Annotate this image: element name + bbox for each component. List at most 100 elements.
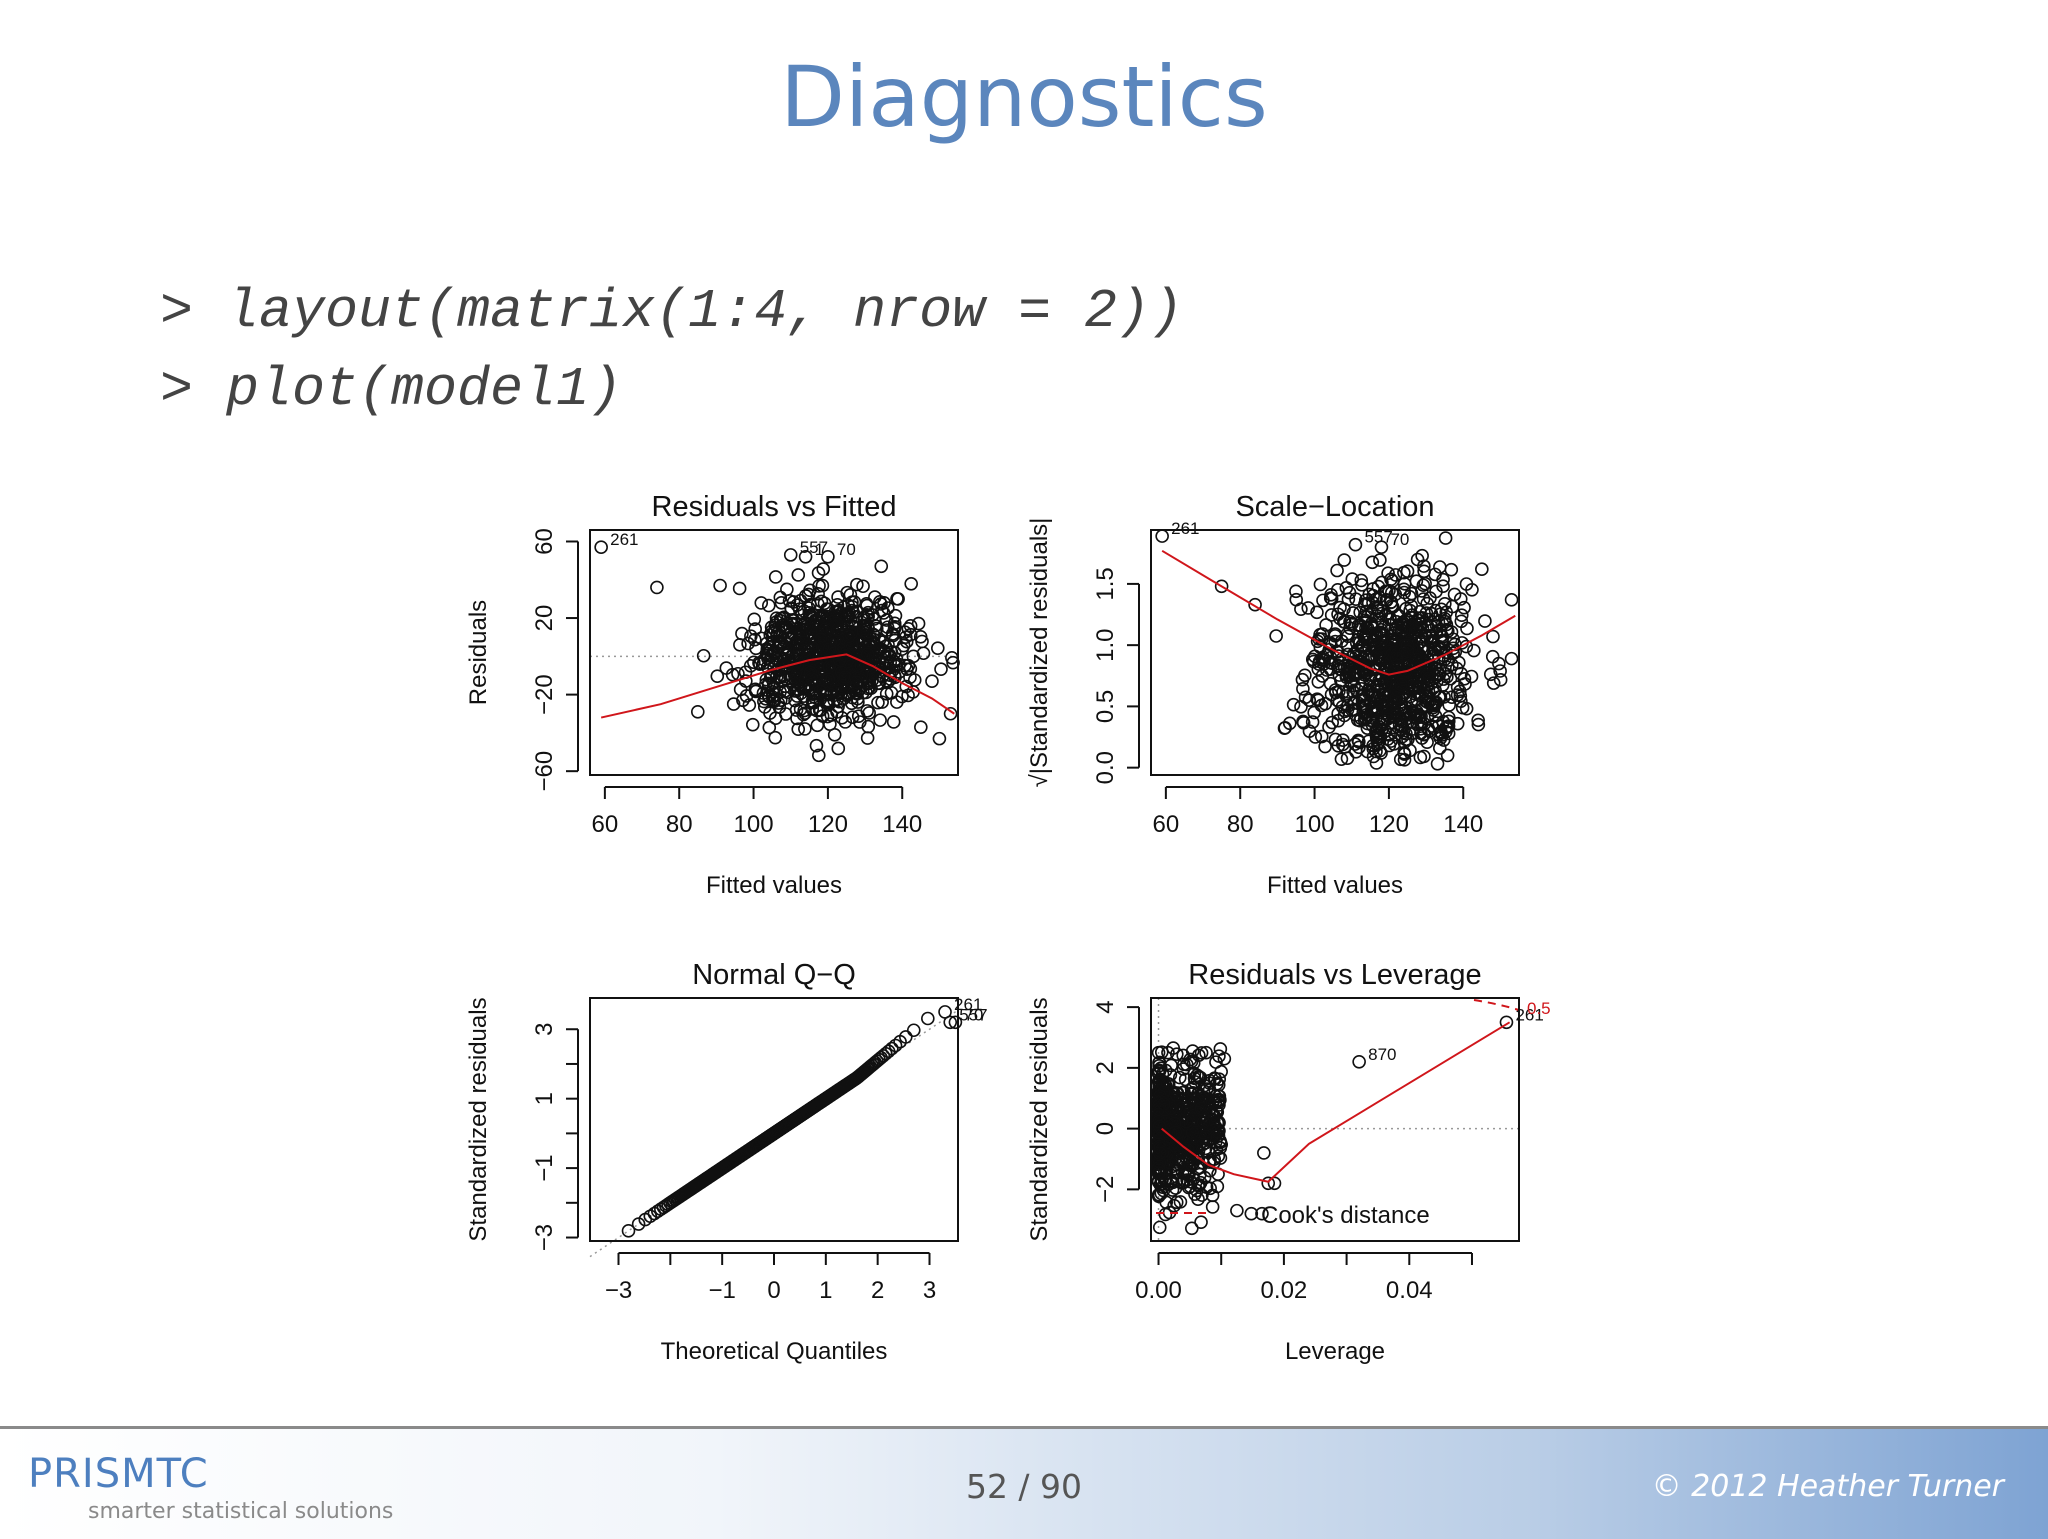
data-point xyxy=(1450,688,1465,702)
data-point xyxy=(862,680,877,695)
data-point xyxy=(798,549,813,564)
data-point xyxy=(1395,729,1410,744)
data-point xyxy=(861,681,875,696)
data-point xyxy=(1205,1200,1220,1214)
data-point xyxy=(1378,662,1392,676)
data-point xyxy=(1269,629,1283,643)
x-tick-label: 140 xyxy=(882,811,922,838)
y-tick-label: −1 xyxy=(531,1154,558,1181)
data-point xyxy=(1374,540,1389,554)
data-point xyxy=(873,713,887,727)
data-point xyxy=(1504,651,1519,666)
data-point xyxy=(1402,706,1416,721)
x-tick-label: 100 xyxy=(734,811,774,838)
data-point xyxy=(816,562,831,576)
page-number: 52 / 90 xyxy=(965,1467,1083,1506)
data-point xyxy=(1499,1015,1514,1030)
data-point xyxy=(1380,712,1395,727)
x-tick-label: 100 xyxy=(1295,811,1335,838)
data-point xyxy=(741,636,755,651)
y-tick-label: 1 xyxy=(531,1092,558,1105)
data-point xyxy=(713,578,727,593)
x-axis-label: Fitted values xyxy=(1267,872,1403,899)
point-label: 557 xyxy=(959,1005,987,1024)
data-point xyxy=(1202,1083,1217,1097)
smoother-line xyxy=(1161,1021,1511,1183)
data-point xyxy=(766,626,781,640)
data-point xyxy=(1387,709,1402,724)
data-point xyxy=(1315,669,1330,683)
data-point xyxy=(832,659,847,674)
data-point xyxy=(1248,597,1262,612)
data-point xyxy=(1345,572,1360,586)
data-point xyxy=(1330,563,1344,578)
data-point xyxy=(768,570,783,584)
slide-title: Diagnostics xyxy=(780,48,1268,146)
y-tick-label: −3 xyxy=(531,1224,558,1251)
cooks-distance-label: Cook's distance xyxy=(1261,1202,1430,1229)
x-tick-label: 120 xyxy=(808,811,848,838)
data-point xyxy=(850,577,864,592)
data-point xyxy=(1430,756,1445,771)
data-point xyxy=(903,661,918,676)
data-point xyxy=(921,1011,935,1026)
data-point xyxy=(1403,743,1417,758)
data-point xyxy=(862,706,876,720)
data-point xyxy=(845,634,860,648)
data-point xyxy=(1420,668,1434,683)
data-point xyxy=(1382,583,1396,598)
data-point xyxy=(1344,650,1359,665)
data-point xyxy=(1426,698,1441,713)
data-point xyxy=(948,1015,963,1030)
data-point xyxy=(1191,1093,1206,1108)
plot-frame xyxy=(589,529,959,776)
data-point xyxy=(1181,1143,1195,1157)
point-label: 870 xyxy=(1368,1045,1396,1064)
data-point xyxy=(780,582,794,597)
data-point xyxy=(1363,679,1377,693)
code-line: > plot(model1) xyxy=(160,358,623,421)
data-point xyxy=(1185,1221,1199,1236)
cooks-level-label: 0.5 xyxy=(1527,999,1551,1018)
data-point xyxy=(762,720,777,735)
data-point xyxy=(860,704,874,718)
data-point xyxy=(783,548,798,562)
data-point xyxy=(821,672,836,686)
data-point xyxy=(769,687,784,702)
data-point xyxy=(801,587,816,602)
y-tick-label: 1.5 xyxy=(1092,567,1119,600)
data-point xyxy=(1369,705,1384,719)
y-tick-label: 1.0 xyxy=(1092,628,1119,661)
data-point xyxy=(1195,1188,1209,1202)
data-point xyxy=(875,655,890,669)
data-point xyxy=(932,731,947,746)
data-point xyxy=(1195,1155,1210,1170)
point-label: 261 xyxy=(610,530,638,549)
y-tick-label: −2 xyxy=(1092,1176,1119,1203)
data-point xyxy=(1318,739,1332,754)
data-point xyxy=(1370,678,1385,692)
point-label: 70 xyxy=(964,1005,983,1024)
data-point xyxy=(943,1015,958,1030)
data-point xyxy=(845,600,860,614)
data-point xyxy=(895,642,909,656)
data-point xyxy=(1196,1115,1211,1129)
data-point xyxy=(1152,1114,1166,1129)
y-tick-label: 2 xyxy=(1092,1061,1119,1074)
data-point xyxy=(1475,562,1489,577)
data-point xyxy=(1353,618,1368,633)
data-point xyxy=(813,684,827,698)
data-point xyxy=(1261,1176,1276,1191)
data-point xyxy=(1486,676,1501,690)
data-point xyxy=(811,748,826,763)
data-point xyxy=(886,715,901,729)
data-point xyxy=(1388,568,1403,582)
data-point xyxy=(1444,625,1459,639)
residuals-vs-fitted-points xyxy=(594,540,960,763)
data-point xyxy=(1210,1124,1225,1139)
data-point xyxy=(1460,621,1474,636)
data-point xyxy=(858,618,872,633)
data-point xyxy=(761,598,776,613)
brand-tagline: smarter statistical solutions xyxy=(88,1499,394,1524)
data-point xyxy=(1389,690,1404,705)
